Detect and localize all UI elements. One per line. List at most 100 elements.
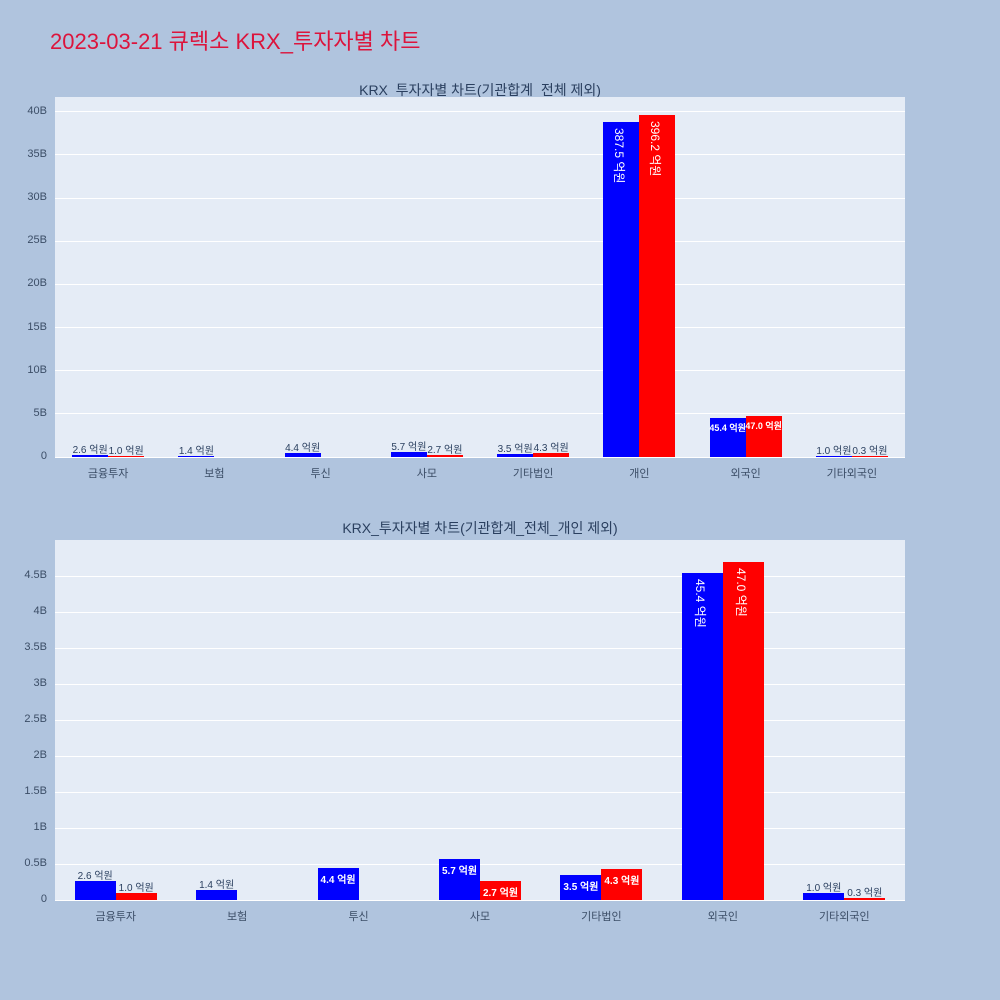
bar-blue[interactable] bbox=[178, 455, 215, 457]
bar-blue[interactable] bbox=[72, 454, 109, 457]
gridline bbox=[55, 647, 905, 649]
gridline bbox=[55, 575, 905, 577]
bar-value-label: 387.5 억원 bbox=[612, 128, 627, 184]
bar-value-label: 5.7 억원 bbox=[391, 442, 427, 454]
page-title: 2023-03-21 큐렉소 KRX_투자자별 차트 bbox=[50, 29, 421, 54]
chart-top: KRX_투자자별 차트(기관합계_전체 제외) 0 5B 10B 15B 20B 25B 3… bbox=[0, 70, 1000, 502]
y-tick-label: 10B bbox=[27, 363, 47, 376]
x-axis-category-label: 외국인 bbox=[730, 468, 761, 480]
bar-value-label: 45.4 억원 bbox=[693, 579, 708, 628]
bar-red[interactable] bbox=[722, 561, 764, 900]
y-tick-label: 0.5B bbox=[24, 857, 47, 869]
y-tick-label: 2.5B bbox=[24, 713, 47, 725]
x-axis-category-label: 기타법인 bbox=[581, 911, 622, 923]
x-axis-category-label: 투신 bbox=[348, 911, 369, 923]
gridline bbox=[55, 791, 905, 793]
gridline bbox=[55, 755, 905, 757]
bar-blue[interactable] bbox=[74, 881, 116, 900]
bar-value-label: 1.4 억원 bbox=[199, 879, 235, 891]
gridline bbox=[55, 456, 905, 458]
bar-value-label: 0.3 억원 bbox=[847, 887, 883, 899]
bar-blue[interactable] bbox=[439, 858, 480, 900]
bar-value-label: 2.6 억원 bbox=[72, 444, 108, 456]
bar-value-label: 396.2 억원 bbox=[648, 120, 663, 177]
bar-blue[interactable] bbox=[560, 874, 602, 900]
bar-value-label: 1.0 억원 bbox=[118, 882, 154, 894]
y-tick-label: 40B bbox=[27, 104, 47, 117]
bar-blue[interactable] bbox=[317, 868, 359, 900]
y-tick-label: 35B bbox=[27, 147, 47, 160]
y-tick-label: 2B bbox=[33, 749, 47, 761]
bar-red[interactable] bbox=[533, 453, 570, 457]
bar-red[interactable] bbox=[844, 897, 886, 900]
plot-area: 0 0.5B 1B 1.5B 2B 2.5B 3B 3.5B 4B 4.5B 금융투자 2.6 억원 1… bbox=[24, 540, 905, 923]
gridline bbox=[55, 611, 905, 613]
bar-red[interactable] bbox=[745, 416, 782, 457]
bar-value-label: 0.3 억원 bbox=[852, 446, 888, 457]
chart-bottom: KRX_투자자별 차트(기관합계_전체_개인 제외) 0 0.5B 1B 1.5B 2B… bbox=[0, 505, 1000, 960]
gridline bbox=[55, 863, 905, 865]
bar-value-label: 2.6 억원 bbox=[77, 871, 113, 883]
bar-red[interactable] bbox=[108, 456, 145, 457]
gridline bbox=[55, 899, 905, 901]
y-tick-label: 4B bbox=[33, 605, 47, 617]
bar-red[interactable] bbox=[480, 880, 521, 900]
gridline bbox=[55, 827, 905, 829]
gridline bbox=[55, 719, 905, 721]
x-axis-category-label: 기타법인 bbox=[512, 468, 554, 480]
x-axis-category-label: 기타외국인 bbox=[818, 911, 870, 923]
x-axis-category-label: 보험 bbox=[227, 911, 248, 923]
gridline bbox=[55, 413, 905, 415]
y-tick-label: 4.5B bbox=[24, 569, 47, 581]
bar-value-label: 4.4 억원 bbox=[285, 443, 321, 455]
x-axis-category-label: 사모 bbox=[469, 911, 491, 923]
y-tick-label: 5B bbox=[33, 406, 47, 419]
bar-blue[interactable] bbox=[681, 573, 723, 900]
y-tick-label: 15B bbox=[27, 320, 47, 333]
bar-value-label: 3.5 억원 bbox=[563, 881, 599, 893]
bar-red[interactable] bbox=[639, 114, 676, 457]
bar-red[interactable] bbox=[115, 892, 157, 900]
bar-red[interactable] bbox=[601, 869, 643, 900]
bar-blue[interactable] bbox=[497, 453, 534, 457]
bar-blue[interactable] bbox=[284, 453, 321, 457]
gridline bbox=[55, 111, 905, 113]
y-tick-label: 3B bbox=[33, 677, 47, 689]
bar-value-label: 3.5 억원 bbox=[497, 443, 533, 455]
chart-title: KRX_투자자별 차트(기관합계_전체 제외) bbox=[359, 82, 601, 98]
y-tick-label: 0 bbox=[40, 450, 47, 462]
x-axis-category-label: 금융투자 bbox=[87, 468, 129, 480]
bar-blue[interactable] bbox=[603, 122, 640, 457]
y-tick-label: 1.5B bbox=[24, 785, 47, 797]
bar-value-label: 4.4 억원 bbox=[320, 875, 356, 887]
y-tick-label: 3.5B bbox=[24, 641, 47, 653]
x-axis-category-label: 외국인 bbox=[707, 911, 739, 923]
bar-blue[interactable] bbox=[709, 417, 746, 457]
gridline bbox=[55, 240, 905, 242]
x-axis-category-label: 기타외국인 bbox=[826, 468, 878, 480]
bar-blue[interactable] bbox=[815, 456, 852, 457]
x-axis-category-label: 보험 bbox=[204, 468, 225, 480]
bar-red[interactable] bbox=[426, 454, 463, 457]
gridline bbox=[55, 197, 905, 199]
bar-value-label: 47.0 억원 bbox=[745, 421, 782, 432]
x-axis-category-label: 사모 bbox=[416, 468, 437, 480]
bar-value-label: 2.7 억원 bbox=[427, 444, 463, 456]
y-tick-label: 25B bbox=[27, 234, 47, 247]
bar-value-label: 4.3 억원 bbox=[604, 876, 640, 888]
bar-red[interactable] bbox=[851, 456, 888, 457]
plot-area: 0 5B 10B 15B 20B 25B 30B 35B 40B 금융투자 2.6 억원 1.0 억원… bbox=[27, 97, 905, 480]
gridline bbox=[55, 154, 905, 156]
bar-blue[interactable] bbox=[196, 889, 238, 900]
bar-value-label: 45.4 억원 bbox=[709, 422, 746, 433]
bar-blue[interactable] bbox=[803, 892, 845, 900]
bar-value-label: 1.0 억원 bbox=[816, 446, 852, 457]
y-tick-label: 0 bbox=[40, 893, 47, 905]
x-axis-category-label: 개인 bbox=[629, 468, 650, 480]
bar-blue[interactable] bbox=[390, 452, 427, 457]
bar-value-label: 1.0 억원 bbox=[108, 446, 144, 457]
gridline bbox=[55, 683, 905, 685]
chart-title: KRX_투자자별 차트(기관합계_전체_개인 제외) bbox=[342, 520, 618, 536]
y-tick-label: 1B bbox=[33, 821, 47, 833]
gridline bbox=[55, 283, 905, 285]
